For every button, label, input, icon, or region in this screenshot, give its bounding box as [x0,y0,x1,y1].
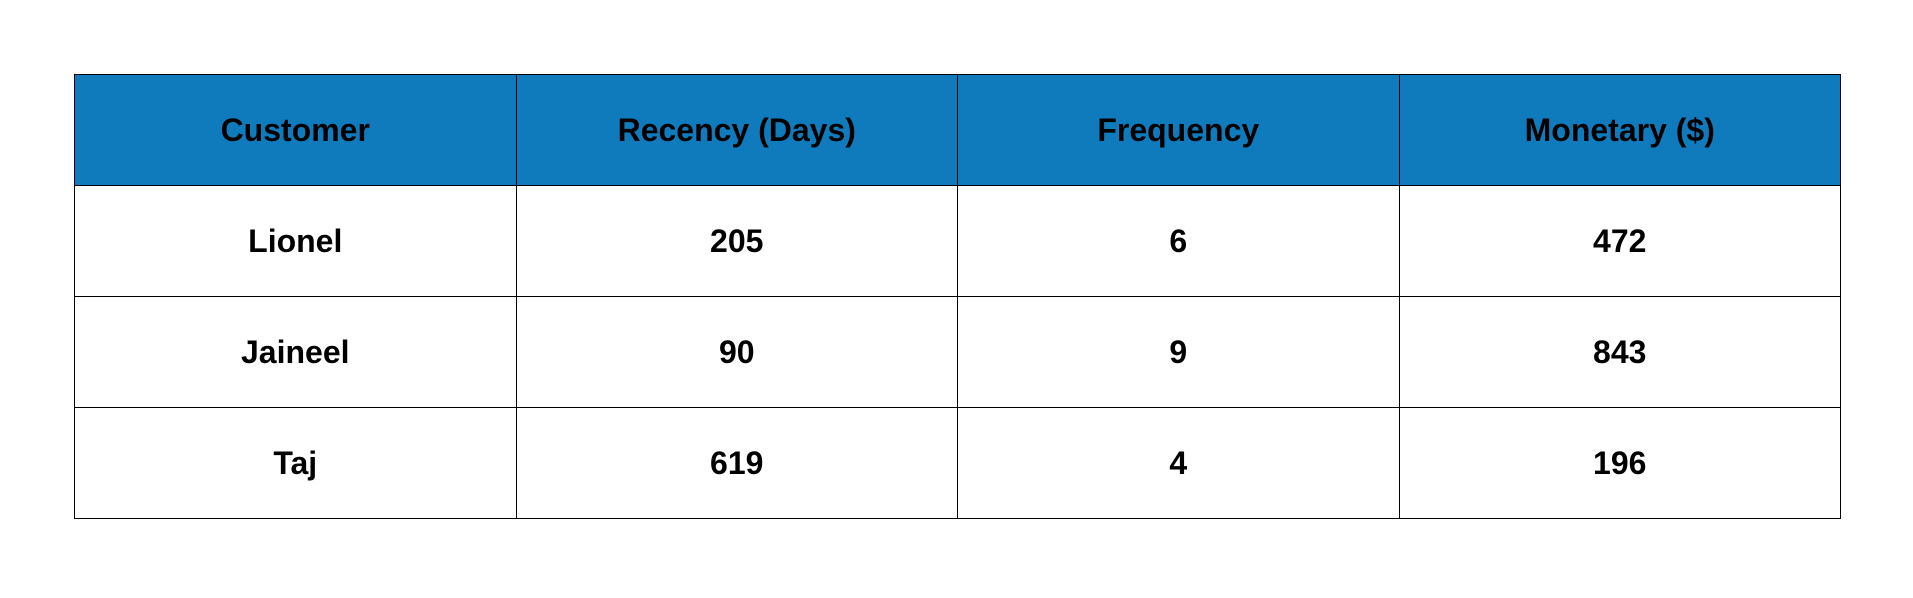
rfm-table: Customer Recency (Days) Frequency Moneta… [74,74,1841,519]
cell-customer: Taj [74,407,517,519]
cell-recency: 205 [515,185,958,297]
cell-recency: 90 [515,296,958,408]
cell-frequency: 4 [957,407,1400,519]
cell-frequency: 6 [957,185,1400,297]
column-header-customer: Customer [74,74,517,186]
column-header-monetary: Monetary ($) [1398,74,1841,186]
cell-frequency: 9 [957,296,1400,408]
cell-customer: Lionel [74,185,517,297]
cell-monetary: 843 [1398,296,1841,408]
header-row: Customer Recency (Days) Frequency Moneta… [74,74,1841,186]
column-header-recency: Recency (Days) [515,74,958,186]
table-body: Lionel 205 6 472 Jaineel 90 9 843 Taj 61… [74,185,1841,519]
rfm-table-container: Customer Recency (Days) Frequency Moneta… [74,74,1841,519]
cell-monetary: 472 [1398,185,1841,297]
table-row: Lionel 205 6 472 [74,185,1841,297]
table-row: Taj 619 4 196 [74,407,1841,519]
cell-monetary: 196 [1398,407,1841,519]
table-header: Customer Recency (Days) Frequency Moneta… [74,74,1841,186]
table-row: Jaineel 90 9 843 [74,296,1841,408]
cell-recency: 619 [515,407,958,519]
column-header-frequency: Frequency [957,74,1400,186]
cell-customer: Jaineel [74,296,517,408]
